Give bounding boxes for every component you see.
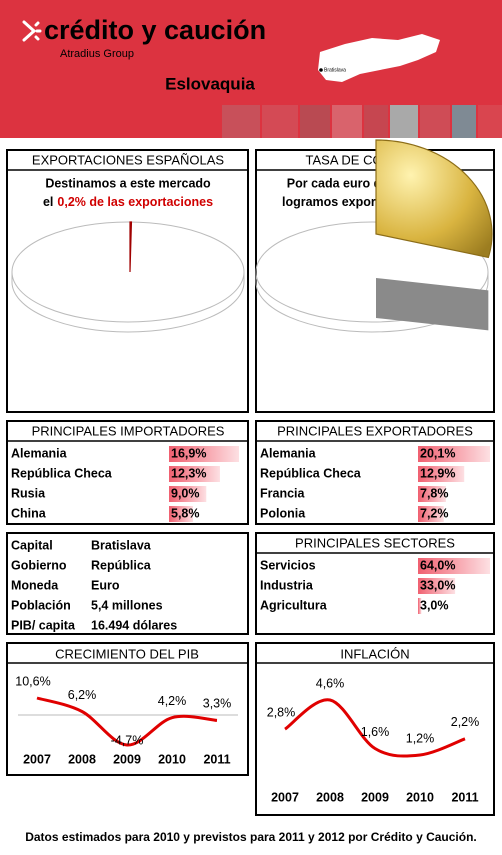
panel-title: PRINCIPALES EXPORTADORES [277, 423, 473, 438]
share-bar [418, 466, 465, 482]
x-tick-label: 2007 [271, 790, 299, 804]
panel-title: PRINCIPALES SECTORES [295, 535, 455, 550]
panel-title: CRECIMIENTO DEL PIB [55, 646, 199, 661]
row-value: 33,0% [420, 578, 455, 592]
x-tick-label: 2009 [361, 790, 389, 804]
row-value: 3,0% [420, 598, 449, 612]
row-value: 64,0% [420, 558, 455, 572]
pie-outlines [11, 221, 489, 333]
value-label: 2,8% [267, 705, 296, 719]
map-label: Bratislava [324, 67, 346, 73]
value-label: 1,2% [406, 731, 435, 745]
x-tick-label: 2009 [113, 752, 141, 766]
share-bar [418, 578, 456, 594]
text-line: el 0,2% de las exportaciones [43, 195, 213, 209]
share-bar [418, 598, 422, 614]
coin-slice [375, 139, 493, 259]
line [36, 696, 218, 747]
share-bar [418, 446, 490, 462]
row-value: 16,9% [171, 446, 206, 460]
row-value: 20,1% [420, 446, 455, 460]
brand: crédito y caución [44, 15, 266, 45]
profile-value: República [91, 558, 152, 572]
x-tick-label: 2010 [158, 752, 186, 766]
x-tick-label: 2008 [316, 790, 344, 804]
row-name: Rusia [11, 486, 46, 500]
panel-title: PRINCIPALES IMPORTADORES [32, 423, 225, 438]
x-tick-label: 2010 [406, 790, 434, 804]
group: Atradius Group [60, 48, 134, 60]
row-name: Servicios [260, 558, 316, 572]
value-label: 3,3% [203, 697, 232, 711]
profile-label: Gobierno [11, 558, 67, 572]
share-bar [169, 446, 239, 462]
value-label: 4,6% [316, 676, 345, 690]
text-part: logramos exportar [282, 195, 392, 209]
x-tick-label: 2011 [451, 790, 478, 804]
row-value: 12,9% [420, 466, 455, 480]
profile-value: 5,4 millones [91, 598, 163, 612]
profile-label: Población [11, 598, 71, 612]
value-label: 4,2% [158, 694, 187, 708]
profile-label: Moneda [11, 578, 59, 592]
share-bar [169, 466, 220, 482]
text-part: el [43, 195, 53, 209]
panel-title: INFLACIÓN [340, 646, 409, 661]
x-tick-label: 2007 [23, 752, 51, 766]
value-label: 10,6% [15, 674, 50, 688]
map [318, 34, 440, 82]
x-tick-label: 2011 [203, 752, 230, 766]
footer: Datos estimados para 2010 y previstos pa… [25, 830, 477, 844]
row-value: 5,8% [171, 506, 200, 520]
export-slice [129, 221, 133, 273]
profile-value: Bratislava [91, 538, 152, 552]
header-blocks [222, 105, 502, 138]
value-label: -4,7% [111, 733, 144, 747]
logo-mark [22, 20, 42, 42]
value-label: 2,2% [451, 715, 480, 729]
share-bar [169, 506, 194, 522]
share-bar [418, 486, 446, 502]
row-name: República Checa [260, 466, 362, 480]
profile-value: Euro [91, 578, 120, 592]
row-name: Alemania [260, 446, 317, 460]
map-dot [319, 68, 323, 72]
share-bar [418, 558, 490, 574]
row-value: 9,0% [171, 486, 200, 500]
row-name: Alemania [11, 446, 68, 460]
value-label: 6,2% [68, 688, 97, 702]
line [284, 698, 466, 758]
country: Eslovaquia [165, 74, 255, 93]
coin-side [376, 278, 489, 331]
text-line: Destinamos a este mercado [45, 176, 211, 190]
profile-label: PIB/ capita [11, 618, 76, 632]
row-name: Industria [260, 578, 314, 592]
row-name: República Checa [11, 466, 113, 480]
profile-label: Capital [11, 538, 53, 552]
row-value: 12,3% [171, 466, 206, 480]
row-name: Francia [260, 486, 306, 500]
value-label: 1,6% [361, 725, 390, 739]
row-name: Agricultura [260, 598, 328, 612]
row-name: Polonia [260, 506, 306, 520]
x-tick-label: 2008 [68, 752, 96, 766]
row-value: 7,8% [420, 486, 449, 500]
share-bar [169, 486, 207, 502]
share-bar [418, 506, 444, 522]
profile-value: 16.494 dólares [91, 618, 177, 632]
panel-title: EXPORTACIONES ESPAÑOLAS [32, 152, 224, 167]
row-name: China [11, 506, 47, 520]
highlight: 0,2% de las exportaciones [57, 195, 213, 209]
row-value: 7,2% [420, 506, 449, 520]
